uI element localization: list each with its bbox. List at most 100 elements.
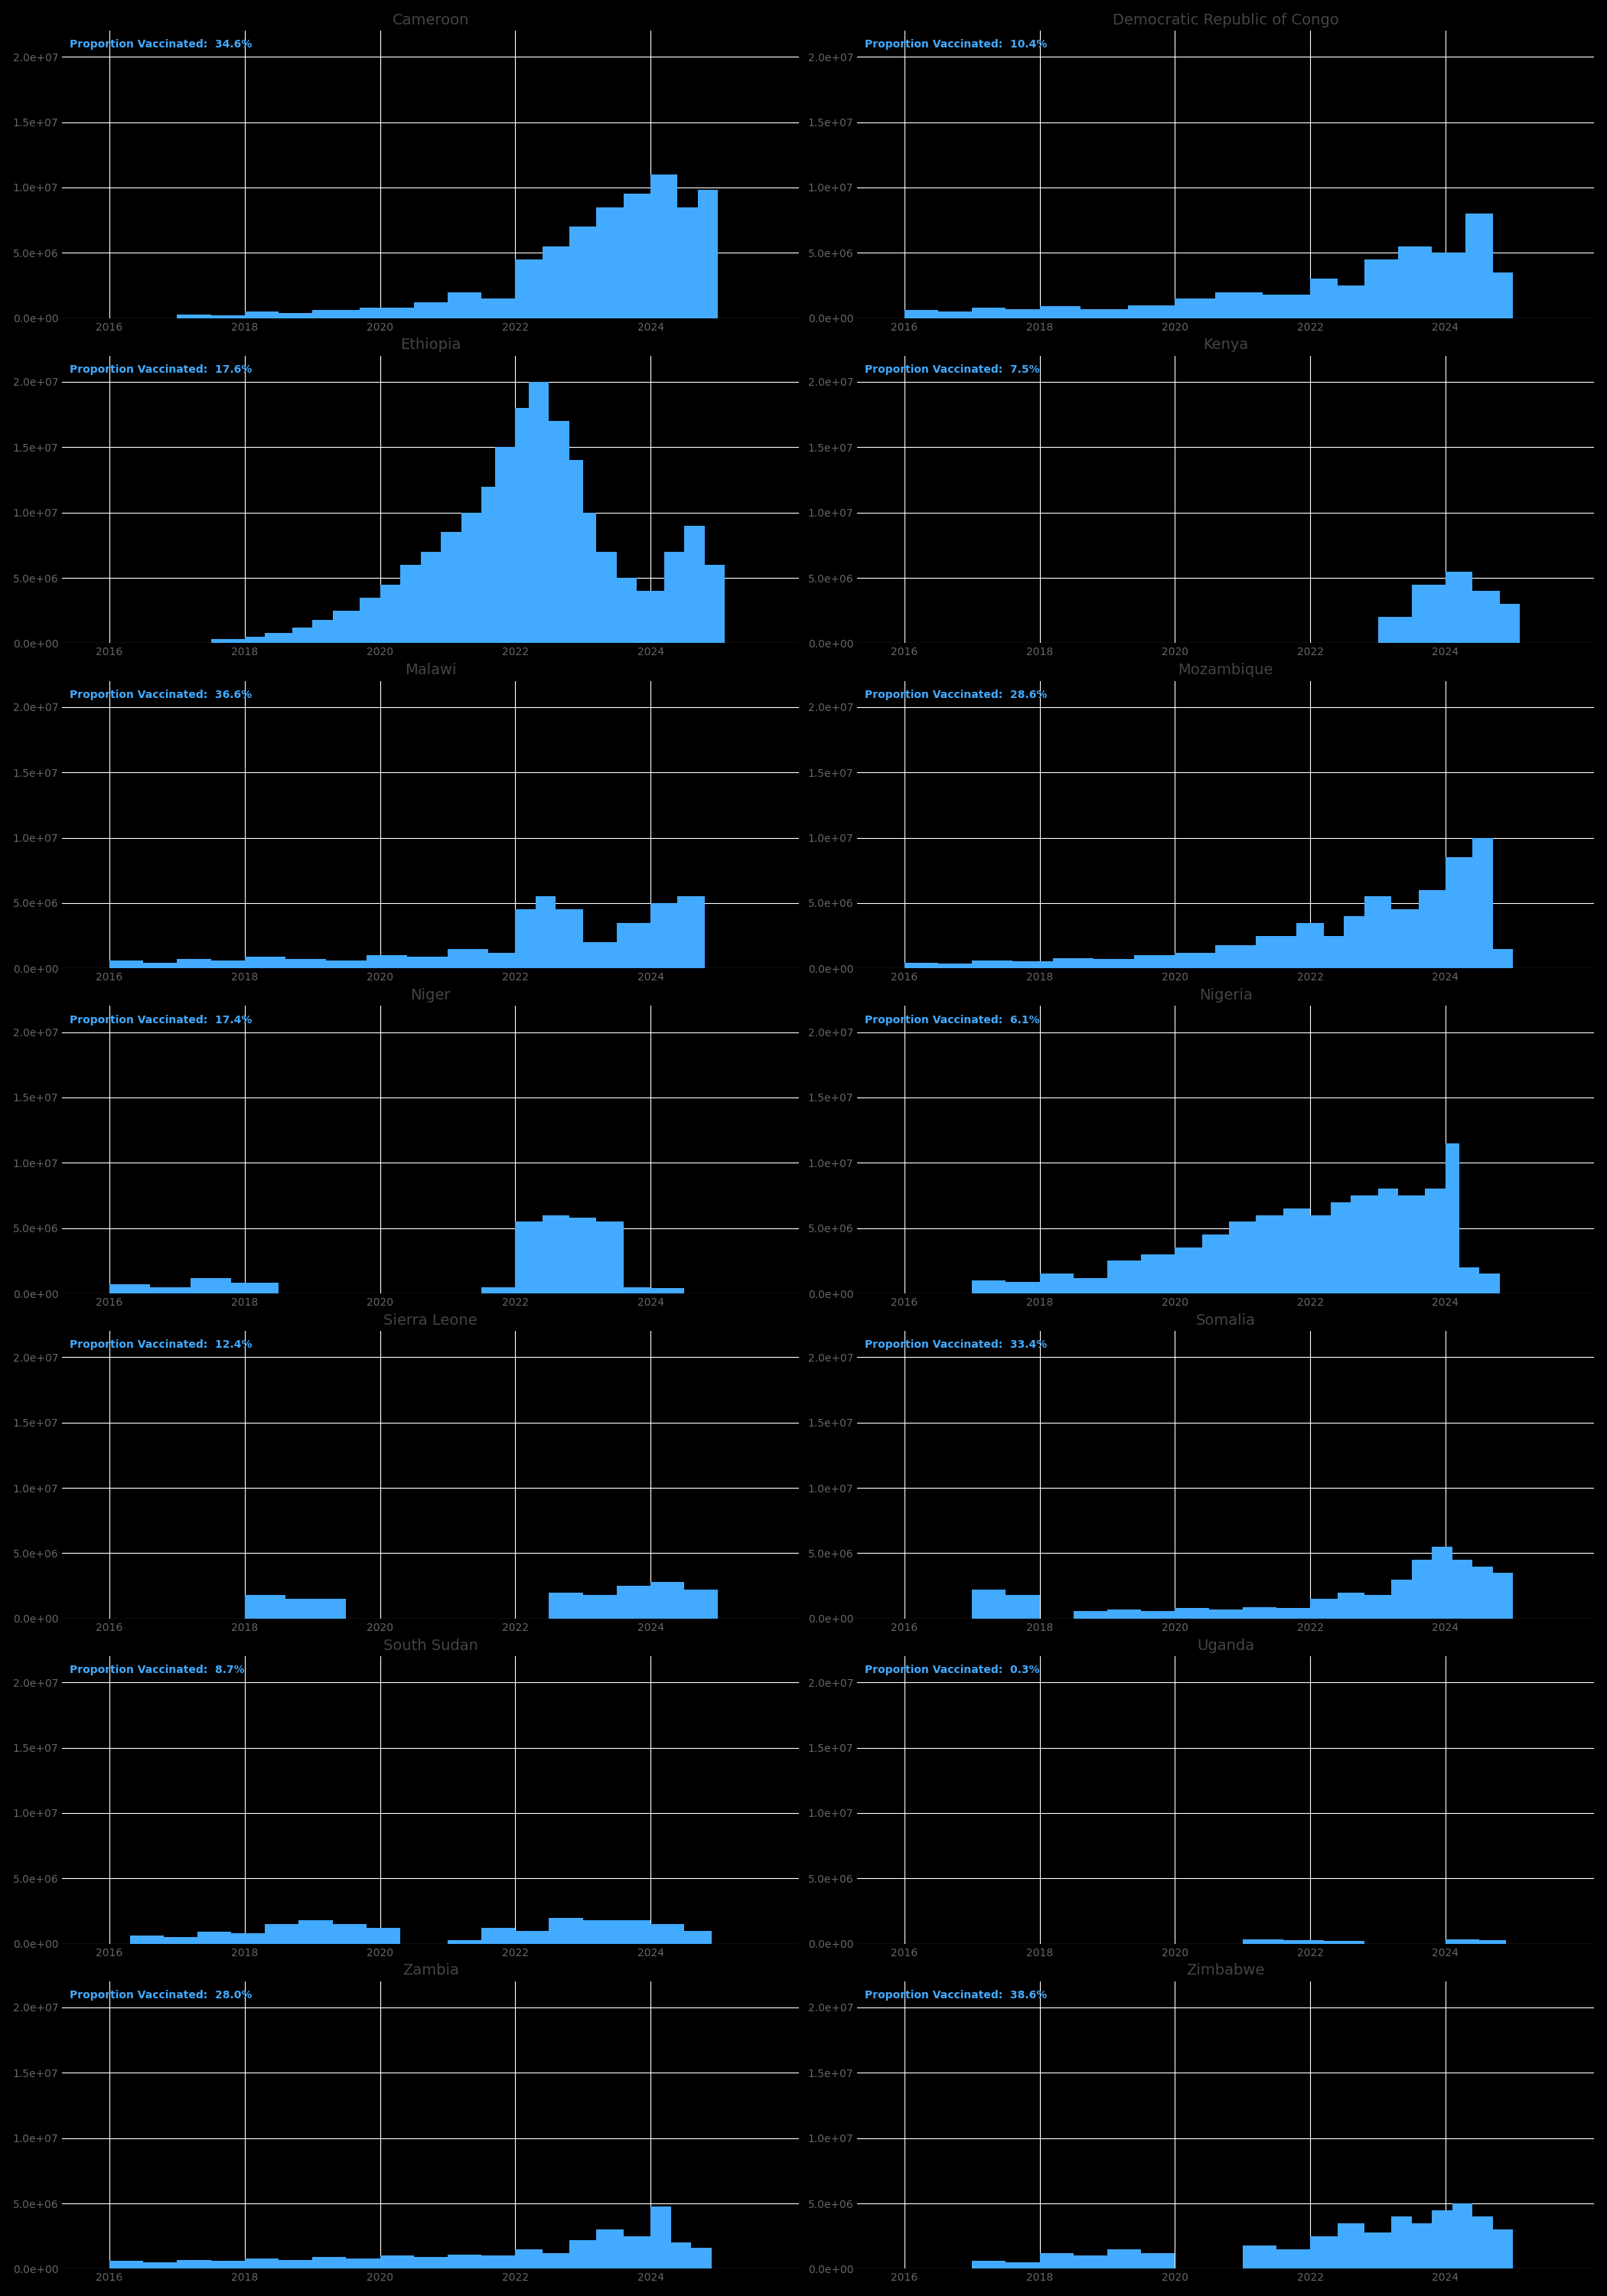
Bar: [211, 960, 244, 969]
Bar: [697, 191, 718, 319]
Bar: [617, 579, 636, 643]
Bar: [1006, 310, 1040, 319]
Bar: [346, 2259, 379, 2268]
Bar: [1141, 2252, 1175, 2268]
Text: Proportion Vaccinated:  10.4%: Proportion Vaccinated: 10.4%: [865, 39, 1046, 51]
Bar: [1282, 1208, 1310, 1293]
Bar: [482, 487, 495, 643]
Text: Proportion Vaccinated:  17.6%: Proportion Vaccinated: 17.6%: [69, 365, 252, 374]
Bar: [461, 512, 482, 643]
Bar: [1425, 1189, 1445, 1293]
Bar: [366, 955, 407, 969]
Bar: [596, 551, 617, 643]
Bar: [516, 2250, 542, 2268]
Bar: [1128, 305, 1175, 319]
Bar: [1364, 895, 1392, 969]
Bar: [1175, 298, 1215, 319]
Bar: [360, 308, 413, 319]
Bar: [1080, 310, 1128, 319]
Bar: [583, 1596, 617, 1619]
Bar: [164, 1938, 198, 1945]
Text: Proportion Vaccinated:  34.6%: Proportion Vaccinated: 34.6%: [69, 39, 252, 51]
Bar: [177, 315, 211, 319]
Bar: [326, 960, 366, 969]
Bar: [482, 1929, 516, 1945]
Bar: [1392, 909, 1419, 969]
Bar: [1040, 2252, 1073, 2268]
Bar: [1453, 1559, 1472, 1619]
Bar: [1257, 1215, 1282, 1293]
Bar: [1215, 946, 1257, 969]
Bar: [1377, 618, 1411, 643]
Bar: [400, 565, 421, 643]
Bar: [231, 1933, 265, 1945]
Bar: [1242, 1940, 1282, 1945]
Bar: [1411, 2223, 1432, 2268]
Bar: [1453, 2204, 1472, 2268]
Bar: [1331, 1203, 1351, 1293]
Bar: [1175, 1607, 1208, 1619]
Bar: [1392, 2216, 1411, 2268]
Bar: [109, 2262, 143, 2268]
Bar: [651, 902, 678, 969]
Bar: [1472, 1566, 1493, 1619]
Bar: [333, 611, 360, 643]
Bar: [542, 246, 569, 319]
Bar: [1364, 1596, 1392, 1619]
Text: Proportion Vaccinated:  7.5%: Proportion Vaccinated: 7.5%: [865, 365, 1040, 374]
Text: Proportion Vaccinated:  12.4%: Proportion Vaccinated: 12.4%: [69, 1339, 252, 1350]
Bar: [516, 1221, 542, 1293]
Bar: [244, 957, 286, 969]
Title: Mozambique: Mozambique: [1178, 664, 1273, 677]
Text: Proportion Vaccinated:  28.0%: Proportion Vaccinated: 28.0%: [69, 1991, 252, 2000]
Bar: [407, 957, 448, 969]
Title: Somalia: Somalia: [1196, 1313, 1255, 1327]
Bar: [685, 526, 704, 643]
Bar: [617, 923, 651, 969]
Bar: [244, 2259, 278, 2268]
Bar: [1310, 2236, 1337, 2268]
Bar: [1445, 1940, 1480, 1945]
Title: South Sudan: South Sudan: [384, 1639, 477, 1653]
Bar: [143, 962, 177, 969]
Bar: [312, 310, 360, 319]
Bar: [678, 895, 704, 969]
Bar: [379, 2255, 413, 2268]
Bar: [1337, 285, 1364, 319]
Bar: [278, 2259, 312, 2268]
Bar: [109, 1283, 149, 1293]
Title: Cameroon: Cameroon: [392, 14, 469, 28]
Bar: [482, 1288, 516, 1293]
Bar: [177, 960, 211, 969]
Bar: [448, 2255, 482, 2268]
Bar: [1208, 1609, 1242, 1619]
Bar: [482, 298, 516, 319]
Bar: [1175, 953, 1215, 969]
Bar: [583, 512, 596, 643]
Bar: [1073, 2255, 1107, 2268]
Text: Proportion Vaccinated:  33.4%: Proportion Vaccinated: 33.4%: [865, 1339, 1046, 1350]
Bar: [1411, 1559, 1432, 1619]
Bar: [972, 1281, 1006, 1293]
Bar: [143, 2262, 177, 2268]
Title: Sierra Leone: Sierra Leone: [384, 1313, 477, 1327]
Bar: [535, 895, 556, 969]
Bar: [440, 533, 461, 643]
Text: Proportion Vaccinated:  28.6%: Proportion Vaccinated: 28.6%: [865, 689, 1046, 700]
Bar: [704, 565, 725, 643]
Bar: [1324, 1940, 1364, 1945]
Bar: [1432, 253, 1466, 319]
Bar: [569, 227, 596, 319]
Bar: [244, 1596, 286, 1619]
Bar: [1094, 960, 1135, 969]
Title: Niger: Niger: [410, 987, 450, 1003]
Bar: [149, 1288, 191, 1293]
Bar: [109, 960, 143, 969]
Bar: [1215, 292, 1263, 319]
Bar: [1276, 2250, 1310, 2268]
Bar: [360, 597, 379, 643]
Bar: [1432, 2211, 1453, 2268]
Bar: [905, 962, 938, 969]
Bar: [556, 909, 583, 969]
Bar: [1310, 278, 1337, 319]
